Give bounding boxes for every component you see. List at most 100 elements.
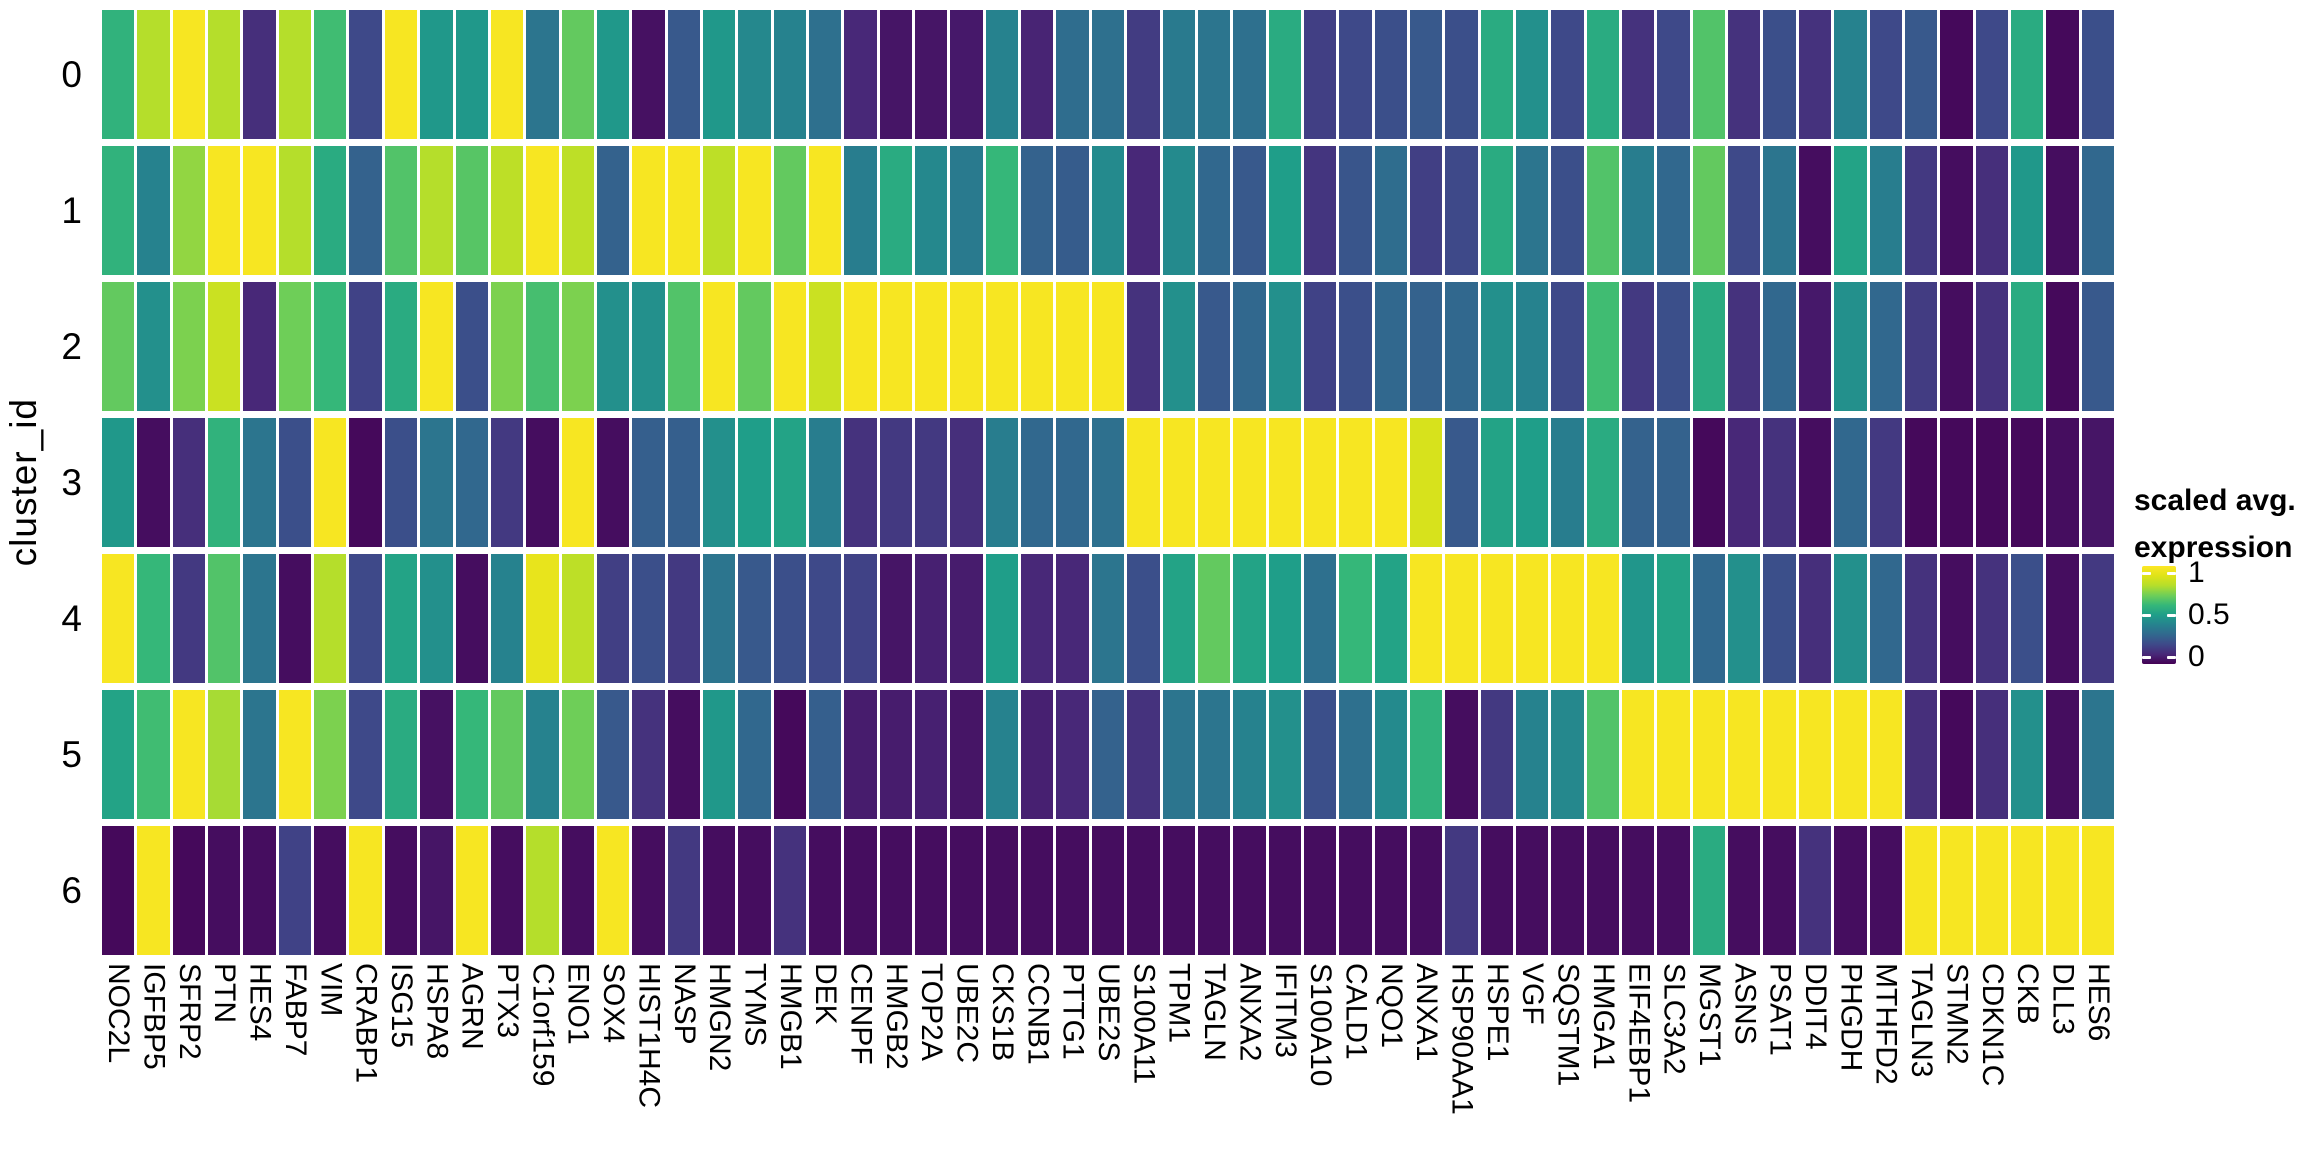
heatmap-cell — [1975, 554, 2008, 683]
heatmap-cell — [1834, 690, 1867, 819]
heatmap-cell — [1409, 690, 1443, 819]
legend: scaled avg. expression 1 0.5 0 — [2134, 478, 2304, 718]
heatmap-cell — [1409, 826, 1443, 955]
heatmap-cell — [1657, 418, 1690, 547]
heatmap-cell — [1551, 146, 1584, 275]
heatmap-cell — [384, 690, 418, 819]
heatmap-cell — [172, 826, 206, 955]
heatmap-cell — [314, 146, 347, 275]
heatmap-cell — [526, 690, 559, 819]
cluster-row-label: 3 — [61, 461, 82, 503]
gene-column-label: VIM — [314, 963, 347, 1149]
heatmap-cell — [526, 418, 559, 547]
heatmap-cell — [1516, 826, 1549, 955]
heatmap-cell — [1869, 554, 1902, 683]
heatmap-cell — [455, 826, 488, 955]
heatmap-cell — [1869, 826, 1902, 955]
gene-column-label-text: SOX4 — [597, 963, 631, 1044]
heatmap-cell — [384, 826, 418, 955]
gene-column-label-text: CKS1B — [985, 963, 1019, 1062]
y-axis-title-text: cluster_id — [3, 398, 44, 567]
heatmap-cell — [1657, 826, 1690, 955]
heatmap-cell — [2046, 418, 2079, 547]
heatmap-cell — [1586, 10, 1620, 139]
heatmap-cell — [490, 418, 524, 547]
heatmap-grid — [102, 10, 2114, 955]
legend-title-line2: expression — [2134, 530, 2293, 564]
heatmap-cell — [420, 554, 453, 683]
heatmap-cell — [1798, 282, 1832, 411]
heatmap-cell — [596, 282, 630, 411]
heatmap-cell — [1268, 146, 1301, 275]
heatmap-cell — [1056, 146, 1089, 275]
heatmap-cell — [2046, 826, 2079, 955]
heatmap-cell — [384, 418, 418, 547]
heatmap-cell — [1551, 826, 1584, 955]
heatmap-cell — [1091, 146, 1125, 275]
gene-column-label: HES4 — [243, 963, 277, 1149]
heatmap-cell — [809, 146, 842, 275]
heatmap-cell — [1586, 554, 1620, 683]
heatmap-cell — [1339, 826, 1372, 955]
heatmap-cell — [1516, 282, 1549, 411]
heatmap-cell — [1480, 554, 1514, 683]
heatmap-cell — [1374, 554, 1407, 683]
y-axis-title: cluster_id — [2, 10, 46, 955]
heatmap-cell — [1162, 146, 1195, 275]
gene-column-label: DEK — [809, 963, 843, 1149]
gene-column-label-text: TAGLN — [1198, 963, 1232, 1061]
heatmap-cell — [102, 554, 135, 683]
heatmap-cell — [1657, 146, 1690, 275]
heatmap-cell — [172, 10, 206, 139]
heatmap-cell — [1904, 10, 1938, 139]
heatmap-cell — [208, 690, 241, 819]
heatmap-cell — [1091, 282, 1125, 411]
gene-column-label: HSP90AA1 — [1445, 963, 1479, 1149]
heatmap-cell — [2081, 418, 2114, 547]
heatmap-cell — [1480, 146, 1514, 275]
heatmap-cell — [349, 10, 382, 139]
gene-column-label-text: TOP2A — [915, 963, 949, 1061]
gene-column-label-text: ISG15 — [384, 963, 418, 1049]
heatmap-cell — [1657, 10, 1690, 139]
heatmap-cell — [526, 10, 559, 139]
heatmap-cell — [1339, 282, 1372, 411]
heatmap-cell — [561, 554, 594, 683]
heatmap-cell — [1480, 826, 1514, 955]
cluster-row-labels: 0 1 2 3 4 5 6 — [44, 10, 94, 955]
gene-column-label-text: EIF4EBP1 — [1622, 963, 1656, 1104]
heatmap-cell — [2010, 826, 2044, 955]
heatmap-cell — [137, 282, 170, 411]
heatmap-cell — [1162, 690, 1195, 819]
heatmap-cell — [1233, 418, 1266, 547]
gene-column-label-text: HMGB2 — [879, 963, 913, 1070]
gene-column-label-text: NASP — [667, 963, 701, 1045]
gene-column-label-text: DEK — [809, 963, 843, 1025]
heatmap-cell — [1056, 554, 1089, 683]
gene-column-label-text: HES6 — [2081, 963, 2115, 1042]
heatmap-cell — [137, 690, 170, 819]
heatmap-cell — [1622, 146, 1655, 275]
gene-column-label: IFITM3 — [1269, 963, 1302, 1149]
gene-column-label-text: HSPE1 — [1480, 963, 1514, 1062]
heatmap-cell — [1834, 146, 1867, 275]
heatmap-cell — [1480, 10, 1514, 139]
heatmap-cell — [1127, 826, 1160, 955]
heatmap-cell — [1692, 10, 1726, 139]
heatmap-cell — [1480, 690, 1514, 819]
legend-title-line1: scaled avg. — [2134, 484, 2296, 517]
heatmap-cell — [1409, 10, 1443, 139]
heatmap-cell — [1268, 690, 1301, 819]
heatmap-cell — [1056, 10, 1089, 139]
gene-column-label: PTTG1 — [1056, 963, 1090, 1149]
heatmap-cell — [490, 826, 524, 955]
heatmap-cell — [950, 418, 983, 547]
gene-column-label: ANXA2 — [1233, 963, 1266, 1149]
gene-column-label: SQSTM1 — [1551, 963, 1585, 1149]
heatmap-cell — [1127, 10, 1160, 139]
legend-tick-mark — [2167, 571, 2176, 575]
heatmap-cell — [2081, 10, 2114, 139]
heatmap-cell — [915, 418, 948, 547]
heatmap-cell — [915, 690, 948, 819]
gene-column-label: UBE2C — [950, 963, 984, 1149]
